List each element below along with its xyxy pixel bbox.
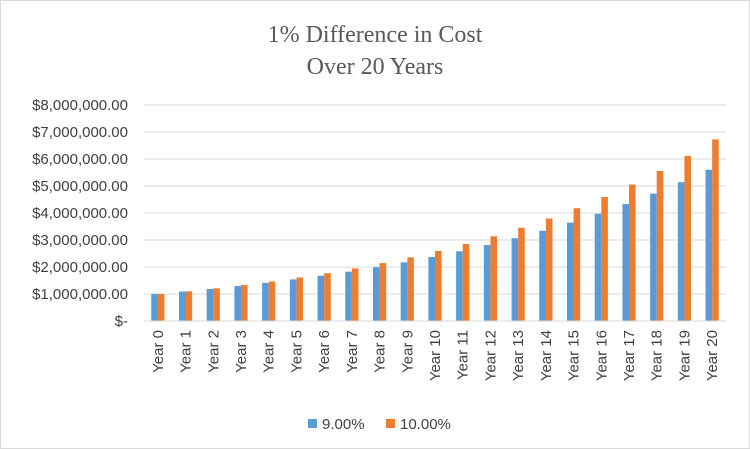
x-tick-label: Year 9 <box>399 330 416 373</box>
bar-9-percent <box>345 271 352 321</box>
bar-9-percent <box>566 222 574 321</box>
bar-10-percent <box>656 170 664 321</box>
y-tick-label: $- <box>115 313 128 330</box>
legend-swatch-9-percent <box>308 419 317 428</box>
bar-9-percent <box>262 282 269 321</box>
x-tick-label: Year 3 <box>233 330 250 373</box>
bar-9-percent <box>234 286 241 321</box>
bar-9-percent <box>151 294 158 321</box>
bar-10-percent <box>573 208 581 321</box>
bar-9-percent <box>289 279 297 321</box>
y-tick-label: $1,000,000.00 <box>32 286 128 303</box>
x-tick-label: Year 15 <box>566 330 583 381</box>
bar-10-percent <box>545 218 553 321</box>
x-tick-label: Year 17 <box>621 330 638 381</box>
legend-label-9-percent: 9.00% <box>322 416 365 433</box>
bar-9-percent <box>317 275 325 321</box>
bar-9-percent <box>372 267 380 321</box>
bar-10-percent <box>157 294 165 321</box>
x-tick-label: Year 0 <box>150 330 167 373</box>
y-tick-label: $2,000,000.00 <box>32 259 128 276</box>
bar-9-percent <box>456 251 463 321</box>
x-tick-label: Year 19 <box>676 330 693 381</box>
y-tick-label: $6,000,000.00 <box>32 151 128 168</box>
bar-10-percent <box>185 291 193 321</box>
x-tick-label: Year 1 <box>178 330 195 373</box>
bar-10-percent <box>601 196 608 321</box>
x-tick-label: Year 7 <box>344 330 361 373</box>
bar-10-percent <box>379 263 387 321</box>
bar-10-percent <box>518 227 525 321</box>
x-tick-label: Year 13 <box>510 330 527 381</box>
bar-10-percent <box>407 257 414 321</box>
x-tick-label: Year 11 <box>455 330 472 380</box>
bar-10-percent <box>213 288 220 321</box>
gridlines <box>144 104 726 295</box>
x-tick-label: Year 18 <box>649 330 666 381</box>
bar-9-percent <box>400 262 408 321</box>
x-tick-label: Year 16 <box>593 330 610 381</box>
y-tick-label: $4,000,000.00 <box>32 205 128 222</box>
bar-10-percent <box>712 139 719 321</box>
x-tick-label: Year 4 <box>261 330 278 373</box>
x-tick-label: Year 6 <box>316 330 333 373</box>
bar-9-percent <box>483 245 491 321</box>
bar-9-percent <box>594 213 602 321</box>
chart-title-line-1: 1% Difference in Cost <box>268 22 483 48</box>
bar-10-percent <box>462 243 470 321</box>
bar-10-percent <box>241 285 248 321</box>
y-axis-tick-labels: $- $1,000,000.00 $2,000,000.00 $3,000,000.0… <box>32 97 128 330</box>
bar-10-percent <box>435 250 442 321</box>
x-tick-label: Year 2 <box>205 330 222 373</box>
y-tick-label: $8,000,000.00 <box>32 97 128 114</box>
x-axis-tick-labels: Year 0 Year 1 Year 2 Year 3 Year 4 Year 5 Year… <box>150 330 721 381</box>
y-tick-label: $7,000,000.00 <box>32 124 128 141</box>
legend-swatch-10-percent <box>386 419 395 428</box>
x-tick-label: Year 12 <box>482 330 499 381</box>
bar-9-percent <box>677 182 685 321</box>
x-tick-label: Year 14 <box>538 330 555 381</box>
x-tick-label: Year 8 <box>372 330 389 373</box>
bar-9-percent <box>206 288 214 321</box>
bar-10-percent <box>490 236 498 321</box>
bar-10-percent <box>268 281 276 321</box>
bar-10-percent <box>351 268 359 321</box>
bar-10-percent <box>684 155 692 321</box>
bar-9-percent <box>539 230 546 321</box>
bar-9-percent <box>705 169 713 321</box>
bar-9-percent <box>650 193 657 321</box>
legend: 9.00% 10.00% <box>308 416 451 433</box>
x-tick-label: Year 10 <box>427 330 444 381</box>
bars <box>151 139 719 321</box>
bar-9-percent <box>428 257 435 321</box>
bar-10-percent <box>629 184 636 321</box>
bar-9-percent <box>622 204 629 321</box>
y-tick-label: $3,000,000.00 <box>32 232 128 249</box>
x-tick-label: Year 20 <box>704 330 721 381</box>
bar-10-percent <box>296 277 304 321</box>
chart-title-line-2: Over 20 Years <box>307 54 444 80</box>
bar-10-percent <box>324 273 331 321</box>
y-tick-label: $5,000,000.00 <box>32 178 128 195</box>
bar-9-percent <box>178 291 186 321</box>
bar-9-percent <box>511 238 519 321</box>
x-tick-label: Year 5 <box>288 330 305 373</box>
legend-label-10-percent: 10.00% <box>400 416 451 433</box>
